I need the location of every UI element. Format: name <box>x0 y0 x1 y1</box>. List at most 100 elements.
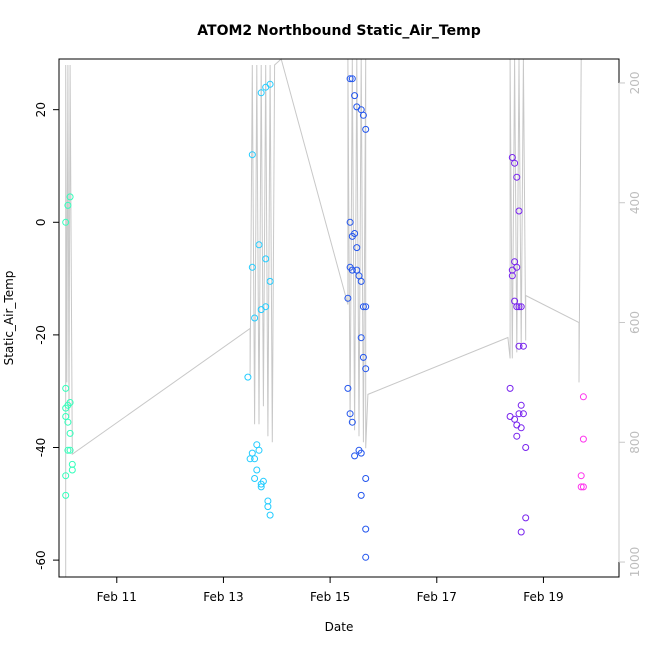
data-point-series-4 <box>508 154 516 161</box>
data-point-series-3 <box>357 491 365 499</box>
y2-tick-label: 400 <box>628 191 642 214</box>
data-point-series-4 <box>508 272 516 280</box>
y-axis-label: Static_Air_Temp <box>2 271 16 366</box>
data-point-series-3 <box>357 334 365 342</box>
data-point-series-2 <box>262 255 270 263</box>
data-point-series-4 <box>517 424 525 432</box>
y2-tick-label: 600 <box>628 311 642 334</box>
y-tick-label: -20 <box>34 325 48 345</box>
data-point-series-2 <box>257 483 265 491</box>
y-tick-label: -40 <box>34 438 48 458</box>
data-point-series-3 <box>348 418 356 426</box>
data-point-series-4 <box>515 410 523 418</box>
data-point-series-5 <box>579 435 587 443</box>
data-point-series-4 <box>519 342 527 350</box>
data-point-series-3 <box>362 553 370 561</box>
data-point-series-4 <box>515 207 523 215</box>
data-point-series-1 <box>66 399 74 406</box>
data-point-series-2 <box>248 151 256 159</box>
data-point-series-4 <box>511 415 519 423</box>
data-point-series-2 <box>255 241 263 249</box>
data-point-series-1 <box>62 491 70 499</box>
plot-frame <box>58 58 620 578</box>
data-point-series-2 <box>246 455 254 463</box>
x-tick-label: Feb 15 <box>310 590 350 604</box>
y-tick-label: -60 <box>34 550 48 570</box>
data-point-series-1 <box>64 446 72 454</box>
data-point-series-1 <box>62 218 70 226</box>
data-point-series-4 <box>522 444 530 451</box>
data-point-series-3 <box>348 75 356 83</box>
data-point-series-3 <box>346 218 354 226</box>
x-tick-label: Feb 13 <box>203 590 243 604</box>
y2-tick-label: 200 <box>628 72 642 95</box>
data-point-series-3 <box>353 244 361 252</box>
data-point-series-2 <box>266 80 274 88</box>
data-point-series-4 <box>513 421 521 429</box>
y-tick-label: 20 <box>34 102 48 117</box>
data-point-series-2 <box>262 303 270 311</box>
data-point-series-4 <box>517 528 525 536</box>
altitude-trace-line <box>65 58 582 577</box>
data-point-series-1 <box>62 413 70 420</box>
data-point-series-3 <box>346 75 354 83</box>
data-point-series-3 <box>351 92 359 100</box>
data-point-series-4 <box>519 410 527 418</box>
data-point-series-3 <box>362 525 370 533</box>
data-point-series-2 <box>266 277 274 285</box>
data-point-series-4 <box>517 303 525 311</box>
data-point-series-2 <box>264 503 272 511</box>
x-tick-label: Feb 11 <box>97 590 137 604</box>
data-point-series-3 <box>357 277 365 285</box>
data-point-series-2 <box>248 449 256 457</box>
y-axis: 20 0 -20 -40 -60 <box>34 102 60 570</box>
data-point-series-2 <box>251 314 259 322</box>
data-point-series-1 <box>64 201 72 209</box>
data-point-series-3 <box>362 365 370 373</box>
data-point-series-1 <box>66 446 74 454</box>
data-point-series-3 <box>351 452 359 460</box>
data-point-series-3 <box>353 266 361 274</box>
data-point-series-3 <box>357 449 365 457</box>
data-point-series-2 <box>248 263 256 271</box>
data-point-series-1 <box>62 384 70 392</box>
data-point-series-3 <box>359 111 367 119</box>
data-point-series-3 <box>362 125 370 133</box>
data-point-series-2 <box>253 466 261 474</box>
data-point-series-4 <box>506 384 514 392</box>
x-tick-label: Feb 17 <box>417 590 457 604</box>
y2-axis: 200 400 600 800 1000 <box>618 72 642 578</box>
data-point-series-4 <box>513 432 521 440</box>
data-point-series-4 <box>513 303 521 311</box>
data-point-series-1 <box>62 404 70 412</box>
x-tick-label: Feb 19 <box>523 590 563 604</box>
y2-tick-label: 800 <box>628 431 642 454</box>
data-point-series-3 <box>348 266 356 274</box>
y-tick-label: 0 <box>34 218 48 226</box>
data-point-series-1 <box>66 193 74 201</box>
data-point-series-3 <box>359 303 367 311</box>
data-point-series-1 <box>66 429 74 437</box>
data-point-series-5 <box>579 393 587 401</box>
data-point-series-3 <box>348 232 356 240</box>
data-point-series-1 <box>68 466 76 474</box>
data-point-series-2 <box>266 511 274 519</box>
data-point-series-2 <box>244 373 252 381</box>
data-point-series-4 <box>511 159 519 167</box>
data-point-series-2 <box>255 446 263 454</box>
data-point-series-2 <box>257 89 265 97</box>
x-axis: Feb 11 Feb 13 Feb 15 Feb 17 Feb 19 <box>97 576 564 604</box>
data-point-series-4 <box>513 263 521 271</box>
data-point-series-1 <box>62 472 70 480</box>
data-point-series-3 <box>362 475 370 482</box>
y2-tick-label: 1000 <box>628 547 642 578</box>
gray-line-layer <box>65 58 582 577</box>
data-point-series-3 <box>359 353 367 361</box>
data-point-series-4 <box>515 342 523 350</box>
data-point-series-4 <box>511 258 519 266</box>
chart-title: ATOM2 Northbound Static_Air_Temp <box>197 23 480 39</box>
x-axis-label: Date <box>325 620 354 634</box>
data-point-series-5 <box>577 472 585 480</box>
data-point-series-3 <box>355 272 363 280</box>
